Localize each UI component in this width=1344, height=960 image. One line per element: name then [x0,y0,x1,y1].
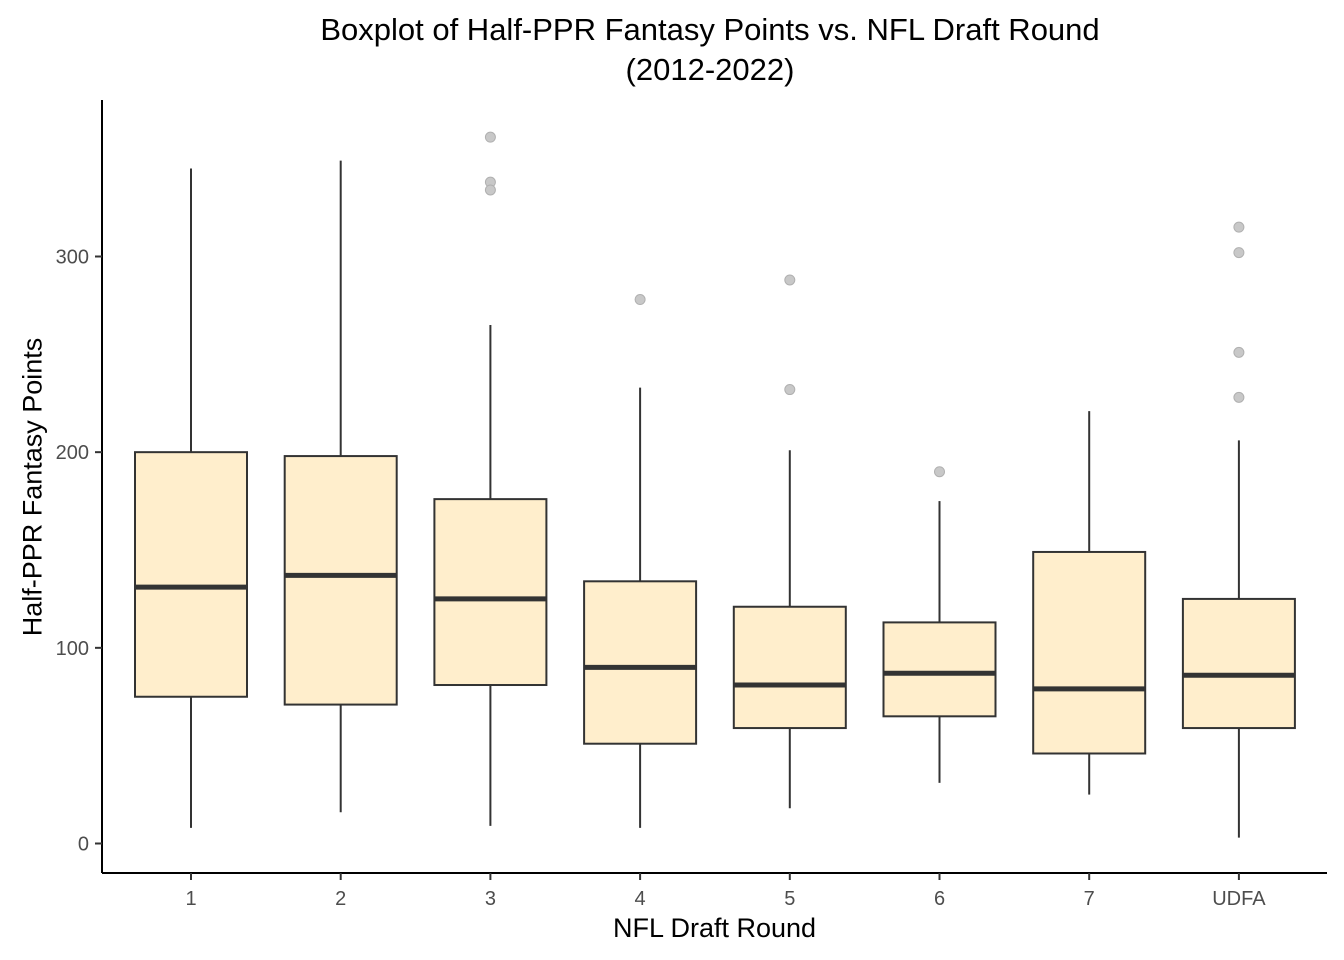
box-group-5 [732,274,847,809]
outlier-point [484,131,496,143]
chart-title: Boxplot of Half-PPR Fantasy Points vs. N… [320,12,1100,47]
box-iqr [134,451,248,698]
y-axis-label: Half-PPR Fantasy Points [17,337,48,637]
box-group-2 [283,160,398,813]
outlier-point [634,294,646,306]
x-axis-label: NFL Draft Round [612,913,817,943]
box-iqr [1032,550,1147,755]
x-tick-label: 6 [934,888,945,910]
outlier-point [484,184,496,196]
box-iqr [882,621,997,718]
box-iqr [1181,597,1296,730]
x-tick-label: 2 [335,888,346,910]
x-tick-label: 3 [485,888,496,910]
outlier-point [784,274,796,286]
outlier-point [1233,391,1245,403]
box-group-6 [882,466,997,783]
chart-marks [134,131,1296,838]
outlier-point [784,384,796,396]
box-iqr [732,605,847,730]
box-group-udfa [1181,221,1296,838]
box-group-1 [134,168,248,828]
y-tick-label: 300 [56,247,89,269]
outlier-point [1233,247,1245,259]
outlier-point [1233,221,1245,233]
x-tick-label: 7 [1084,888,1095,910]
chart-subtitle: (2012-2022) [625,52,795,87]
x-tick-label: UDFA [1212,888,1266,910]
y-tick-label: 100 [56,638,89,660]
x-tick-label: 4 [635,888,646,910]
outlier-point [1233,346,1245,358]
x-tick-label: 5 [784,888,795,910]
outlier-point [934,466,945,478]
box-group-3 [433,131,548,826]
y-tick-label: 0 [78,834,89,856]
x-tick-label: 1 [185,888,196,910]
y-tick-label: 200 [56,442,89,464]
box-iqr [433,498,548,687]
box-group-7 [1032,411,1147,795]
box-iqr [283,455,398,706]
chart-axes: 0 100 200 300 1 2 3 4 5 6 7 UDFA [56,100,1327,910]
box-iqr [583,580,698,745]
box-group-4 [583,294,698,828]
